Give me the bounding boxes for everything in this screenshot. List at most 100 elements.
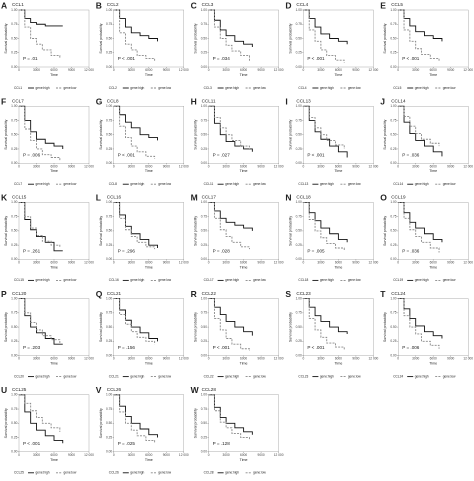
panel: L CCL16 0.00 0.25 0.50 0.75 1.00 0 3000 6000 9000 1… <box>96 193 189 283</box>
panel: Q CCL21 0.00 0.25 0.50 0.75 1.00 0 3000 6000 9000 1… <box>96 289 189 379</box>
x-tick-label: 9000 <box>352 261 359 265</box>
y-tick-label: 0.75 <box>106 407 112 411</box>
x-tick-label: 6000 <box>240 261 247 265</box>
y-tick-label: 0.50 <box>11 325 17 329</box>
p-value: P = .01 <box>23 56 38 61</box>
x-tick-label: 9000 <box>163 164 170 168</box>
y-tick-label: 0.25 <box>106 435 112 439</box>
panel-title: CCL28 <box>202 387 217 392</box>
p-value: P < .001 <box>307 152 325 157</box>
x-tick-label: 0 <box>303 261 305 265</box>
y-tick-label: 0.75 <box>201 214 207 218</box>
x-tick-label: 9000 <box>258 68 265 72</box>
x-tick-label: 6000 <box>335 357 342 361</box>
survival-curve <box>113 9 156 62</box>
y-tick-label: 0.00 <box>296 65 302 69</box>
x-tick-label: 0 <box>208 164 210 168</box>
y-axis-label: Survival probability <box>194 312 198 342</box>
x-tick-label: 6000 <box>50 68 57 72</box>
y-tick-label: 0.75 <box>11 214 17 218</box>
y-tick-label: 0.25 <box>390 147 396 151</box>
y-tick-label: 0.25 <box>201 243 207 247</box>
legend-label: gene:low <box>348 182 361 186</box>
x-axis-label: Time <box>334 169 342 173</box>
y-tick-label: 0.00 <box>201 450 207 454</box>
panel-title: CCL21 <box>107 291 122 296</box>
x-tick-label: 0 <box>303 164 305 168</box>
x-tick-label: 0 <box>208 261 210 265</box>
x-tick-label: 3000 <box>223 357 230 361</box>
y-tick-label: 0.25 <box>201 51 207 55</box>
x-tick-label: 12 000 <box>179 261 189 265</box>
y-tick-label: 0.75 <box>296 22 302 26</box>
x-axis-label: Time <box>145 73 153 77</box>
y-tick-label: 1.00 <box>201 8 207 12</box>
plot-area <box>398 105 469 164</box>
legend-label: gene:high <box>225 86 239 90</box>
x-tick-label: 9000 <box>447 164 454 168</box>
y-tick-label: 1.00 <box>106 200 112 204</box>
y-tick-label: 0.25 <box>11 147 17 151</box>
legend-label: gene:low <box>443 182 456 186</box>
y-tick-label: 1.00 <box>201 104 207 108</box>
x-tick-label: 12 000 <box>179 453 189 457</box>
x-tick-label: 6000 <box>240 164 247 168</box>
panel: N CCL18 0.00 0.25 0.50 0.75 1.00 0 3000 6000 9000 1… <box>285 193 378 283</box>
x-tick-label: 3000 <box>33 261 40 265</box>
y-tick-label: 0.00 <box>106 161 112 165</box>
panel: S CCL23 0.00 0.25 0.50 0.75 1.00 0 3000 6000 9000 1… <box>285 289 378 379</box>
x-tick-label: 3000 <box>128 164 135 168</box>
x-tick-label: 12 000 <box>463 68 473 72</box>
y-tick-label: 0.50 <box>11 36 17 40</box>
x-axis-label: Time <box>50 362 58 366</box>
y-tick-label: 0.75 <box>390 214 396 218</box>
legend-title: CCL7 <box>14 182 22 186</box>
plot-area <box>398 202 469 260</box>
legend-label: gene:low <box>64 471 77 475</box>
y-tick-label: 0.50 <box>390 133 396 137</box>
panel-title: CCL7 <box>12 98 24 103</box>
panel: I CCL13 0.00 0.25 0.50 0.75 1.00 0 3000 6000 9000 1… <box>285 96 378 186</box>
y-tick-label: 0.75 <box>106 311 112 315</box>
x-tick-label: 9000 <box>258 357 265 361</box>
y-tick-label: 0.50 <box>106 36 112 40</box>
x-tick-label: 9000 <box>163 453 170 457</box>
x-tick-label: 3000 <box>412 261 419 265</box>
panel-title: CCL18 <box>296 195 311 200</box>
x-tick-label: 12 000 <box>369 164 379 168</box>
y-tick-label: 1.00 <box>296 8 302 12</box>
panel: G CCL8 0.00 0.25 0.50 0.75 1.00 0 3000 6000 9000 12… <box>96 96 189 186</box>
legend-label: gene:low <box>158 471 171 475</box>
panel-title: CCL1 <box>12 2 24 7</box>
survival-curve <box>303 9 345 63</box>
y-tick-label: 0.50 <box>11 229 17 233</box>
legend-label: gene:low <box>443 278 456 282</box>
x-tick-label: 6000 <box>430 357 437 361</box>
plot-area <box>113 202 185 260</box>
panel-letter: B <box>96 0 102 10</box>
legend-title: CCL13 <box>298 182 308 186</box>
y-tick-label: 0.75 <box>201 22 207 26</box>
y-tick-label: 0.25 <box>106 339 112 343</box>
legend-label: gene:high <box>36 182 50 186</box>
x-tick-label: 3000 <box>33 164 40 168</box>
x-axis-label: Time <box>145 362 153 366</box>
p-value: P = .005 <box>307 249 325 254</box>
p-value: P < .001 <box>23 441 41 446</box>
x-axis-label: Time <box>334 73 342 77</box>
x-axis-label: Time <box>429 362 437 366</box>
y-tick-label: 0.00 <box>390 65 396 69</box>
survival-curve <box>208 105 250 149</box>
survival-curve <box>113 201 156 250</box>
x-tick-label: 6000 <box>145 261 152 265</box>
legend-label: gene:low <box>443 374 456 378</box>
plot-area <box>303 105 374 164</box>
survival-curve <box>208 298 250 352</box>
y-tick-label: 0.00 <box>390 161 396 165</box>
y-tick-label: 0.50 <box>390 325 396 329</box>
x-tick-label: 12 000 <box>274 357 284 361</box>
y-tick-label: 1.00 <box>201 393 207 397</box>
panel: D CCL4 0.00 0.25 0.50 0.75 1.00 0 3000 6000 9000 12… <box>285 0 378 90</box>
y-tick-label: 0.50 <box>201 421 207 425</box>
panel-title: CCL20 <box>12 291 27 296</box>
